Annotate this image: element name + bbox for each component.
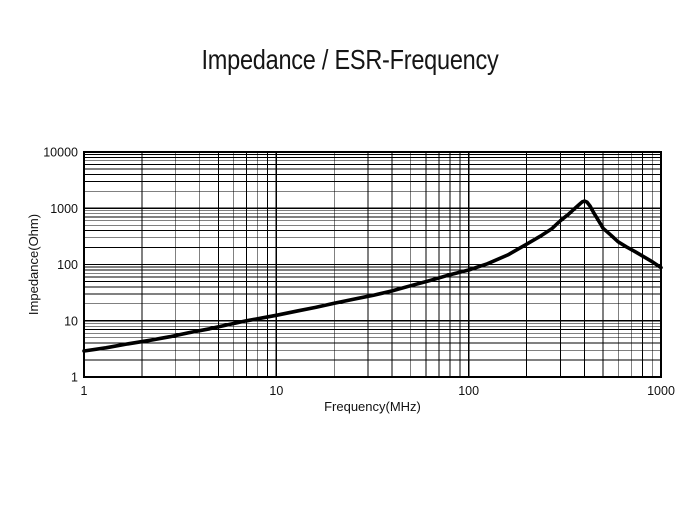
plot-border xyxy=(83,151,662,378)
x-tick-label: 100 xyxy=(458,384,479,398)
impedance-curve xyxy=(82,199,663,353)
y-tick-label: 10000 xyxy=(43,146,78,160)
y-axis-label: Impedance(Ohm) xyxy=(26,214,41,315)
y-tick-label: 1000 xyxy=(50,202,78,216)
x-tick-label: 1000 xyxy=(647,384,675,398)
chart-title: Impedance / ESR-Frequency xyxy=(201,44,499,75)
x-axis-label: Frequency(MHz) xyxy=(324,399,421,414)
y-tick-label: 100 xyxy=(57,258,78,272)
x-tick-label: 1 xyxy=(81,384,88,398)
x-tick-label: 10 xyxy=(269,384,283,398)
y-tick-label: 10 xyxy=(64,314,78,328)
y-tick-label: 1 xyxy=(71,371,78,385)
